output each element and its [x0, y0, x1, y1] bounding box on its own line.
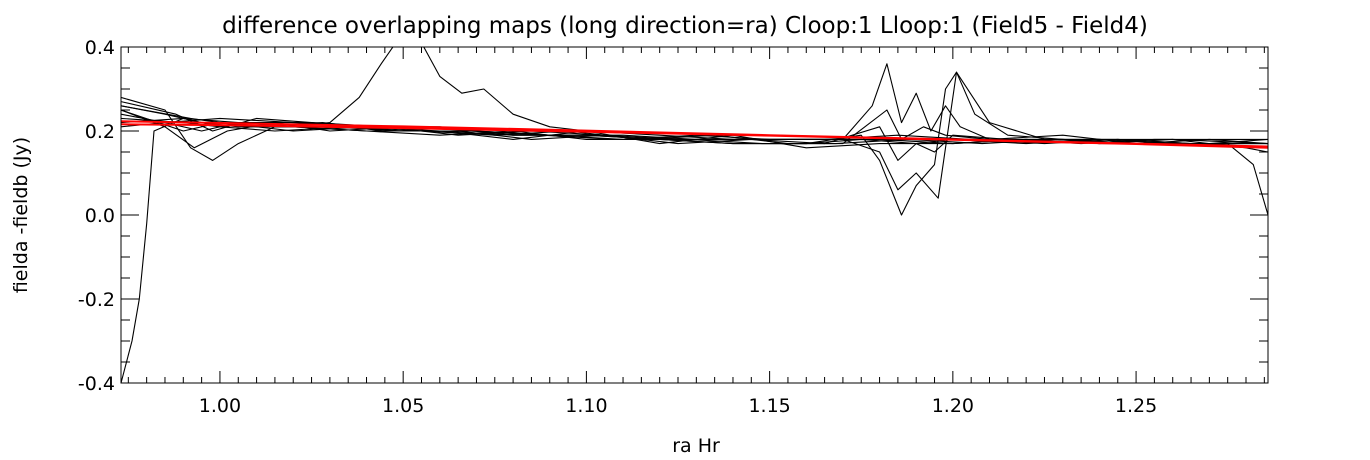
y-tick-label: 0.4 — [85, 37, 115, 59]
y-tick-label: -0.2 — [78, 289, 115, 311]
x-tick-label: 1.10 — [565, 395, 607, 417]
y-tick-label: 0.0 — [85, 205, 115, 227]
series-line-2 — [121, 47, 1268, 145]
axes-layer — [120, 46, 1269, 384]
x-tick-label: 1.05 — [382, 395, 424, 417]
plot-frame — [120, 46, 1269, 384]
y-axis-label: fielda -fieldb (Jy) — [10, 137, 32, 293]
x-tick-label: 1.15 — [748, 395, 790, 417]
series-line-9 — [121, 109, 1268, 153]
series-line-3 — [121, 63, 1268, 161]
y-tick-label: -0.4 — [78, 373, 115, 395]
x-tick-label: 1.20 — [932, 395, 974, 417]
series-line-1 — [121, 117, 1268, 383]
x-tick-label: 1.00 — [199, 395, 241, 417]
x-tick-label: 1.25 — [1115, 395, 1157, 417]
tick-labels: 1.00 1.05 1.10 1.15 1.20 1.25 -0.4 -0.2 0.0 0.2 0.… — [78, 37, 1157, 417]
chart-title: difference overlapping maps (long direct… — [222, 13, 1148, 39]
y-tick-label: 0.2 — [85, 121, 115, 143]
x-axis-label: ra Hr — [672, 435, 720, 457]
series-layer — [121, 47, 1268, 383]
series-line-13 — [121, 123, 1268, 149]
series-line-5 — [121, 71, 1268, 199]
